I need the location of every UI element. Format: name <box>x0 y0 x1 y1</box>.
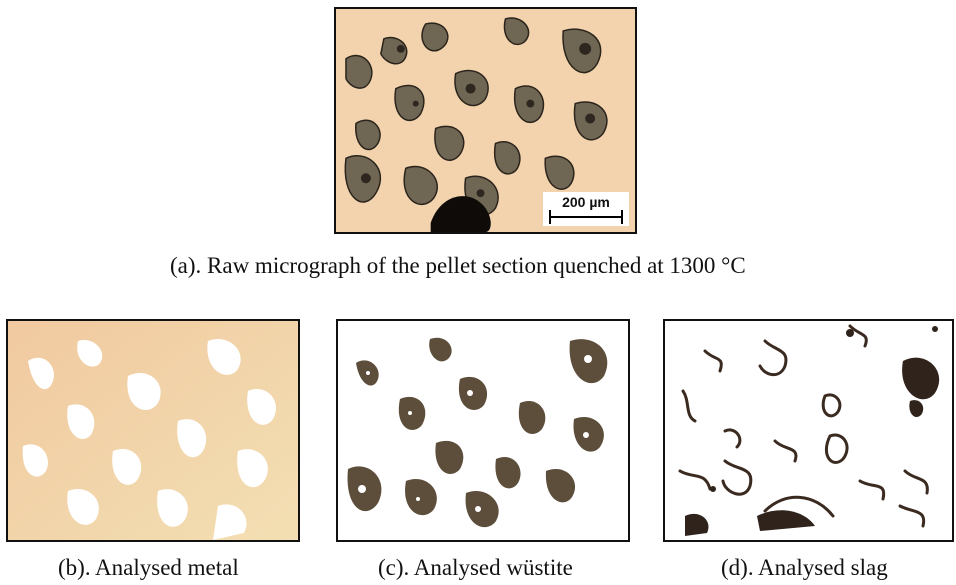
caption-d: (d). Analysed slag <box>721 555 888 580</box>
caption-a: (a). Raw micrograph of the pellet sectio… <box>170 253 746 278</box>
analysed-metal-image <box>6 319 300 542</box>
analysed-wustite-image <box>336 319 630 542</box>
caption-c: (c). Analysed wüstite <box>378 555 573 580</box>
scale-bar-label: 200 µm <box>562 194 610 210</box>
analysed-slag-image <box>663 319 954 542</box>
caption-b: (b). Analysed metal <box>58 555 239 580</box>
scale-bar: 200 µm <box>543 192 629 226</box>
scale-bar-line <box>549 210 623 224</box>
raw-micrograph-image: 200 µm <box>334 7 637 234</box>
